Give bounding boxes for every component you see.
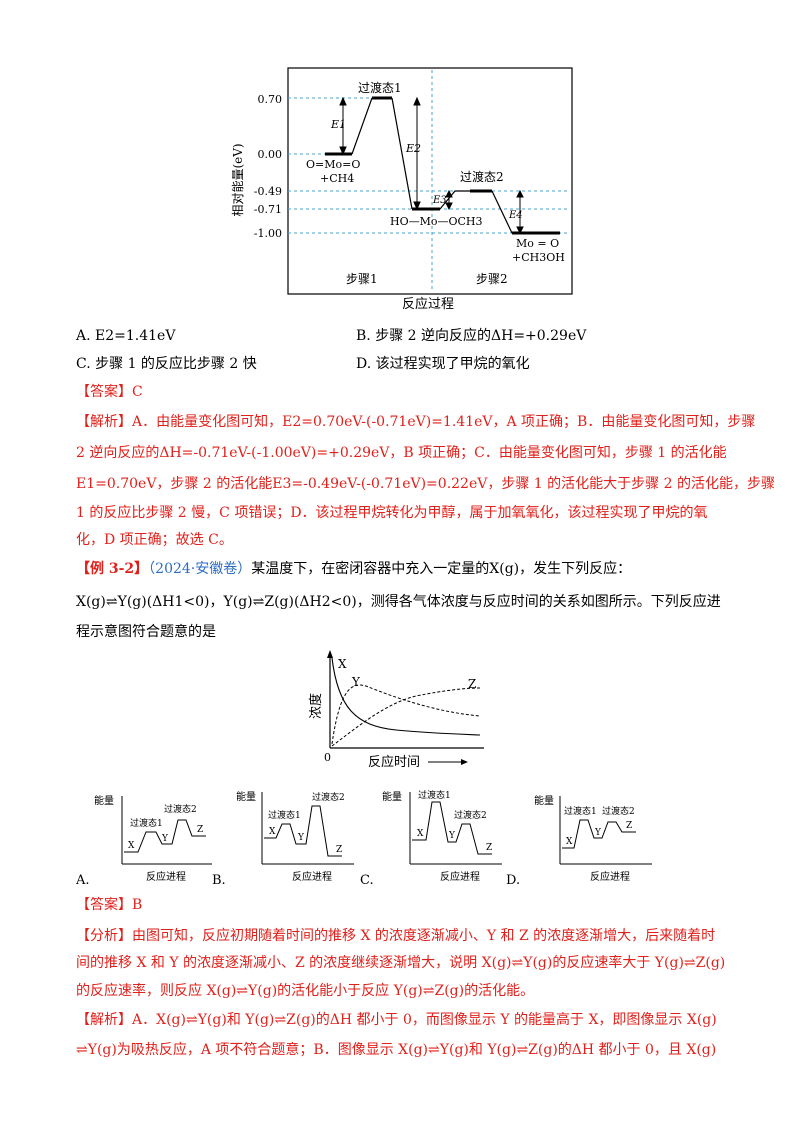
choice-x-label: 反应进程 — [440, 870, 480, 883]
q2-answer: 【答案】B — [76, 897, 143, 913]
ts2-label: 过渡态2 — [460, 169, 504, 184]
choice-ts1: 过渡态1 — [130, 817, 163, 829]
choice-ts1: 过渡态1 — [564, 805, 597, 817]
y-tick-071: -0.71 — [254, 203, 282, 216]
choice-x-label: 反应进程 — [146, 870, 186, 883]
choice-ts2: 过渡态2 — [312, 791, 345, 803]
choice-ts1: 过渡态1 — [418, 789, 451, 801]
option-c: C. 步骤 1 的反应比步骤 2 快 — [76, 356, 257, 372]
q1-analysis-line-2: 2 逆向反应的ΔH=-0.71eV-(-1.00eV)=+0.29eV，B 项正… — [76, 445, 727, 461]
choice-a-diagram: A. 能量 反应进程 过渡态1 过渡态2 X Y Z — [76, 794, 212, 886]
option-a: A. E2=1.41eV — [76, 328, 176, 344]
q2-analysis-line-1: 【解析】A．X(g)⇌Y(g)和 Y(g)⇌Z(g)的ΔH 都小于 0，而图像显… — [76, 1012, 717, 1028]
choice-x-label: 反应进程 — [292, 870, 332, 883]
example-stem-3: 程示意图符合题意的是 — [76, 624, 216, 640]
choice-letter: A. — [76, 873, 90, 886]
choice-letter: B. — [212, 873, 226, 886]
choice-z: Z — [336, 845, 342, 855]
choice-x: X — [269, 827, 276, 837]
choice-x: X — [128, 841, 135, 851]
e4-label: E4 — [508, 210, 523, 221]
choice-z: Z — [486, 843, 492, 853]
choice-ts2: 过渡态2 — [602, 805, 635, 817]
example-source: （2024·安徽卷） — [148, 561, 252, 577]
choice-c-diagram: C. 能量 反应进程 过渡态1 过渡态2 X Y Z — [360, 789, 502, 886]
reactant-label: O=Mo=O — [306, 158, 360, 171]
option-d: D. 该过程实现了甲烷的氧化 — [356, 356, 530, 372]
choice-y-label: 能量 — [382, 790, 402, 803]
choice-x: X — [417, 829, 424, 839]
choice-z: Z — [197, 825, 203, 835]
q2-explain-line-3: 的反应速率，则反应 X(g)⇌Y(g)的活化能小于反应 Y(g)⇌Z(g)的活化… — [76, 983, 535, 999]
choice-y: Y — [161, 834, 169, 844]
y-axis-label: 相对能量(eV) — [231, 143, 245, 216]
example-tag: 【例 3-2】 — [76, 561, 149, 577]
q1-analysis-line-1: 【解析】A．由能量变化图可知，E2=0.70eV-(-0.71eV)=1.41e… — [76, 414, 756, 430]
curve-z-label: Z — [468, 677, 476, 691]
choice-y-label: 能量 — [534, 794, 554, 807]
origin-label: 0 — [324, 751, 331, 764]
choice-b-diagram: B. 能量 反应进程 过渡态1 过渡态2 X Y Z — [212, 790, 354, 886]
q2-explain-line-2: 间的推移 X 和 Y 的浓度逐渐减小、Z 的浓度继续逐渐增大，说明 X(g)⇌Y… — [76, 955, 726, 971]
intermediate-label: HO—Mo—OCH3 — [390, 215, 483, 228]
choice-y: Y — [448, 831, 456, 841]
energy-diagram-1: 相对能量(eV) 0.70 0.00 -0.49 -0.71 -1.00 — [231, 67, 573, 312]
reactant-label-2: +CH4 — [320, 172, 354, 185]
choice-y-label: 能量 — [236, 790, 256, 803]
choice-y: Y — [297, 833, 305, 843]
curve-x-label: X — [338, 657, 347, 671]
x-axis-label: 反应过程 — [402, 296, 454, 312]
y-tick-100: -1.00 — [254, 227, 282, 240]
product-label: Mo = O — [516, 237, 559, 250]
choice-ts2: 过渡态2 — [454, 809, 487, 821]
choice-letter: C. — [360, 873, 374, 886]
step1-label: 步骤1 — [346, 272, 378, 286]
choice-ts2: 过渡态2 — [164, 803, 197, 815]
step2-label: 步骤2 — [476, 272, 508, 286]
choice-x: X — [566, 837, 573, 847]
y-tick-000: 0.00 — [258, 148, 283, 161]
q1-analysis-line-4: 1 的反应比步骤 2 慢，C 项错误；D．该过程甲烷转化为甲醇，属于加氧氧化，该… — [76, 505, 708, 521]
time-x-label: 反应时间 — [368, 754, 420, 770]
q1-analysis-line-5: 化，D 项正确；故选 C。 — [76, 532, 233, 548]
choice-z: Z — [626, 821, 632, 831]
example-stem-1: 【例 3-2】（2024·安徽卷）某温度下，在密闭容器中充入一定量的X(g)，发… — [76, 559, 631, 579]
concentration-graph: 0 浓度 反应时间 X Y Z — [308, 650, 484, 770]
conc-y-label: 浓度 — [308, 693, 324, 719]
choice-letter: D. — [506, 873, 520, 886]
q1-answer: 【答案】C — [76, 384, 143, 400]
e1-label: E1 — [330, 118, 346, 131]
choice-y-label: 能量 — [94, 794, 114, 807]
q2-explain-line-1: 【分析】由图可知，反应初期随着时间的推移 X 的浓度逐渐减小、Y 和 Z 的浓度… — [76, 928, 716, 944]
example-stem-2: X(g)⇌Y(g)(ΔH1<0)，Y(g)⇌Z(g)(ΔH2<0)，测得各气体浓… — [76, 594, 721, 610]
option-b: B. 步骤 2 逆向反应的ΔH=+0.29eV — [356, 328, 587, 344]
product-label-2: +CH3OH — [512, 251, 565, 264]
ts1-label: 过渡态1 — [358, 80, 402, 95]
y-tick-049: -0.49 — [254, 185, 282, 198]
e3-label: E3 — [432, 195, 447, 206]
choice-x-label: 反应进程 — [590, 870, 630, 883]
y-tick-070: 0.70 — [258, 93, 283, 106]
choice-d-diagram: D. 能量 反应进程 过渡态1 过渡态2 X Y Z — [506, 794, 652, 886]
e2-label: E2 — [405, 142, 421, 155]
q1-analysis-line-3: E1=0.70eV，步骤 2 的活化能E3=-0.49eV-(-0.71eV)=… — [76, 476, 775, 492]
example-stem-text: 某温度下，在密闭容器中充入一定量的X(g)，发生下列反应： — [251, 561, 632, 577]
choice-ts1: 过渡态1 — [268, 809, 301, 821]
choice-y: Y — [594, 828, 602, 838]
curve-y-label: Y — [351, 675, 361, 689]
q2-analysis-line-2: ⇌Y(g)为吸热反应，A 项不符合题意；B．图像显示 X(g)⇌Y(g)和 Y(… — [76, 1042, 717, 1058]
